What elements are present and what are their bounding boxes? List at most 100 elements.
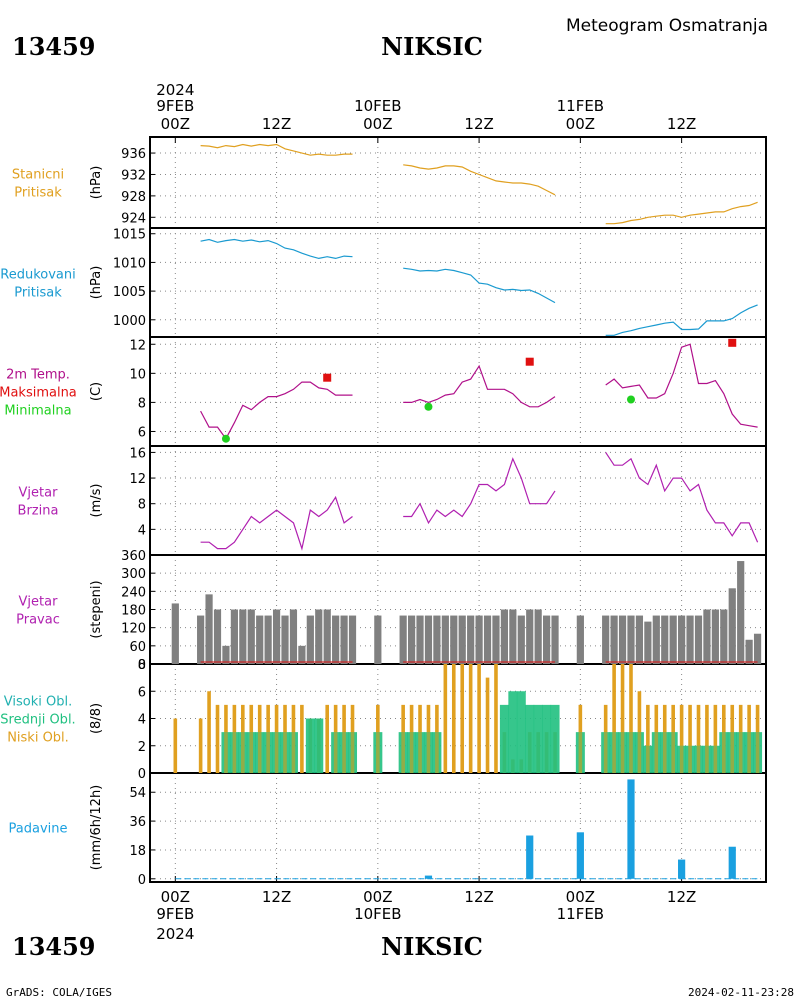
- cloud-low-overlay: [333, 732, 338, 773]
- cloud-mid-bar: [550, 704, 560, 773]
- cloud-low-bar: [688, 704, 692, 773]
- y-tick-label: 360: [121, 549, 146, 564]
- station-pressure-line: [403, 164, 556, 196]
- wind-dir-bar: [543, 615, 551, 664]
- tmax-marker: [525, 357, 534, 366]
- wind-dir-bar: [230, 609, 238, 664]
- wind-dir-bar: [602, 615, 610, 664]
- cloud-mid-bar: [314, 718, 324, 773]
- y-tick-label: 240: [121, 585, 146, 600]
- cloud-low-overlay: [696, 745, 701, 773]
- cloud-low-bar: [705, 704, 709, 773]
- cloud-low-bar: [173, 718, 178, 773]
- cloud-low-overlay: [654, 732, 659, 773]
- wind-dir-bar: [728, 588, 736, 664]
- panel-frame-station_pressure: [149, 136, 767, 229]
- wind-dir-bar: [332, 615, 340, 664]
- wind-dir-bar: [517, 615, 525, 664]
- cloud-low-overlay: [629, 732, 633, 773]
- cloud-low-bar: [629, 664, 633, 773]
- wind-dir-bar: [745, 639, 753, 664]
- cloud-low-bar: [612, 664, 616, 773]
- top-hour-label: 00Z: [566, 115, 595, 133]
- wind-dir-bar: [323, 609, 331, 664]
- cloud-low-overlay: [401, 732, 405, 773]
- y-tick-label: 936: [121, 147, 146, 162]
- cloud-low-overlay: [578, 732, 583, 773]
- panel-frame-reduced_pressure: [149, 227, 767, 338]
- meteogram-subtitle: Meteogram Osmatranja: [566, 16, 768, 36]
- tmin-marker: [221, 434, 230, 443]
- y-tick-label: 4: [138, 523, 146, 538]
- wind-speed-line: [403, 457, 556, 525]
- footer-timestamp: 2024-02-11-23:28: [688, 986, 794, 999]
- bottom-hour-label: 00Z: [566, 888, 595, 906]
- wind-dir-bar: [500, 609, 509, 664]
- cloud-low-overlay: [435, 732, 439, 773]
- bottom-date-label: 9FEB: [156, 905, 194, 923]
- cloud-low-overlay: [679, 745, 684, 773]
- wind-dir-bar: [433, 615, 441, 664]
- y-tick-label: 54: [129, 786, 146, 801]
- y-tick-label: 1010: [113, 256, 146, 271]
- panel-label-label1: Redukovani: [0, 268, 75, 283]
- wind-dir-bar: [239, 609, 247, 664]
- cloud-low-bar: [696, 704, 701, 773]
- wind-dir-bar: [509, 609, 517, 664]
- wind-dir-bar: [475, 615, 483, 664]
- y-tick-label: 1015: [113, 228, 146, 243]
- y-tick-label: 8: [138, 498, 146, 513]
- wind-dir-bar: [703, 609, 711, 664]
- y-tick-label: 8: [138, 658, 146, 673]
- unit-label: (hPa): [89, 166, 104, 200]
- wind-dir-bar: [458, 615, 466, 664]
- precip-bar: [627, 779, 635, 879]
- wind-dir-bar: [635, 615, 644, 664]
- cloud-low-overlay: [713, 745, 718, 773]
- precip-bar: [678, 859, 686, 879]
- wind-dir-bar: [720, 609, 728, 664]
- temperature-line: [605, 343, 758, 428]
- wind-dir-bar: [627, 615, 635, 664]
- cloud-low-overlay: [426, 732, 431, 773]
- wind-dir-bar: [711, 609, 719, 664]
- unit-label: (8/8): [89, 703, 104, 734]
- station-id: 13459: [12, 32, 96, 61]
- reduced-pressure-line: [403, 267, 556, 304]
- cloud-low-bar: [443, 664, 448, 773]
- temperature-line: [403, 364, 556, 408]
- tmin-marker: [424, 402, 433, 411]
- panel-label-label1: Visoki Obl.: [4, 695, 72, 710]
- wind-dir-bar: [686, 615, 694, 664]
- wind-dir-bar: [644, 621, 652, 664]
- unit-label: (mm/6h/12h): [89, 785, 104, 871]
- cloud-low-bar: [215, 704, 220, 773]
- top-hour-label: 12Z: [262, 115, 291, 133]
- cloud-low-bar: [713, 704, 718, 773]
- wind-dir-bar: [348, 615, 357, 664]
- wind-dir-bar: [298, 645, 306, 664]
- cloud-low-overlay: [738, 732, 743, 773]
- cloud-low-overlay: [409, 732, 414, 773]
- cloud-low-overlay: [224, 732, 228, 773]
- cloud-mid-bar: [533, 704, 543, 773]
- wind-dir-bar: [407, 615, 416, 664]
- cloud-low-overlay: [722, 732, 726, 773]
- wind-dir-bar: [441, 615, 449, 664]
- y-tick-label: 0: [138, 767, 146, 782]
- cloud-low-bar: [494, 664, 498, 773]
- wind-dir-bar: [652, 615, 660, 664]
- y-tick-label: 60: [129, 640, 146, 655]
- y-tick-label: 12: [129, 472, 146, 487]
- cloud-low-overlay: [662, 732, 667, 773]
- bottom-date-label: 10FEB: [354, 905, 401, 923]
- panel-label-label1: Padavine: [9, 822, 68, 837]
- panel-frame-temperature: [149, 336, 767, 447]
- wind-dir-bar: [618, 615, 627, 664]
- precip-bar: [576, 832, 584, 879]
- cloud-low-bar: [468, 664, 473, 773]
- precip-bar: [424, 875, 433, 879]
- wind-dir-bar: [534, 609, 542, 664]
- footer-station-name: NIKSIC: [381, 932, 483, 961]
- cloud-mid-bar: [305, 718, 315, 773]
